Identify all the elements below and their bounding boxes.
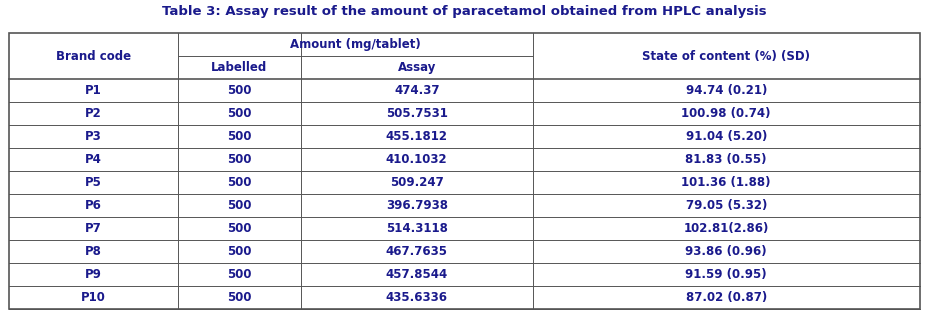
Text: 457.8544: 457.8544 [385, 268, 447, 281]
Text: 455.1812: 455.1812 [385, 130, 447, 143]
Text: 93.86 (0.96): 93.86 (0.96) [685, 245, 767, 258]
Text: Brand code: Brand code [56, 49, 131, 63]
Text: 100.98 (0.74): 100.98 (0.74) [681, 107, 770, 120]
Text: P8: P8 [85, 245, 102, 258]
Text: 500: 500 [226, 84, 251, 97]
Text: 500: 500 [226, 130, 251, 143]
Text: P1: P1 [85, 84, 102, 97]
Text: P6: P6 [85, 199, 102, 212]
Text: 500: 500 [226, 291, 251, 304]
Text: 467.7635: 467.7635 [385, 245, 447, 258]
Text: 94.74 (0.21): 94.74 (0.21) [685, 84, 767, 97]
Text: 79.05 (5.32): 79.05 (5.32) [685, 199, 767, 212]
Text: 500: 500 [226, 199, 251, 212]
Text: 81.83 (0.55): 81.83 (0.55) [685, 153, 767, 166]
Text: 102.81(2.86): 102.81(2.86) [683, 222, 768, 235]
Text: 435.6336: 435.6336 [385, 291, 447, 304]
Bar [9, 33, 919, 309]
Text: 500: 500 [226, 222, 251, 235]
Text: 505.7531: 505.7531 [385, 107, 447, 120]
Text: 500: 500 [226, 107, 251, 120]
Text: 500: 500 [226, 153, 251, 166]
Text: P10: P10 [81, 291, 106, 304]
Text: 500: 500 [226, 268, 251, 281]
Text: 410.1032: 410.1032 [385, 153, 447, 166]
Text: P2: P2 [85, 107, 102, 120]
Text: Amount (mg/tablet): Amount (mg/tablet) [290, 38, 420, 51]
Text: 474.37: 474.37 [393, 84, 439, 97]
Text: 91.59 (0.95): 91.59 (0.95) [685, 268, 767, 281]
Text: Table 3: Assay result of the amount of paracetamol obtained from HPLC analysis: Table 3: Assay result of the amount of p… [162, 5, 766, 18]
Text: 91.04 (5.20): 91.04 (5.20) [685, 130, 767, 143]
Text: Labelled: Labelled [211, 61, 267, 74]
Text: 396.7938: 396.7938 [385, 199, 447, 212]
Text: P3: P3 [85, 130, 102, 143]
Text: P4: P4 [85, 153, 102, 166]
Text: 500: 500 [226, 176, 251, 189]
Text: 514.3118: 514.3118 [385, 222, 447, 235]
Text: P9: P9 [85, 268, 102, 281]
Text: State of content (%) (SD): State of content (%) (SD) [641, 49, 809, 63]
Text: 500: 500 [226, 245, 251, 258]
Text: 87.02 (0.87): 87.02 (0.87) [685, 291, 766, 304]
Text: P5: P5 [85, 176, 102, 189]
Text: 101.36 (1.88): 101.36 (1.88) [681, 176, 770, 189]
Text: P7: P7 [85, 222, 102, 235]
Text: Assay: Assay [397, 61, 435, 74]
Text: 509.247: 509.247 [390, 176, 443, 189]
